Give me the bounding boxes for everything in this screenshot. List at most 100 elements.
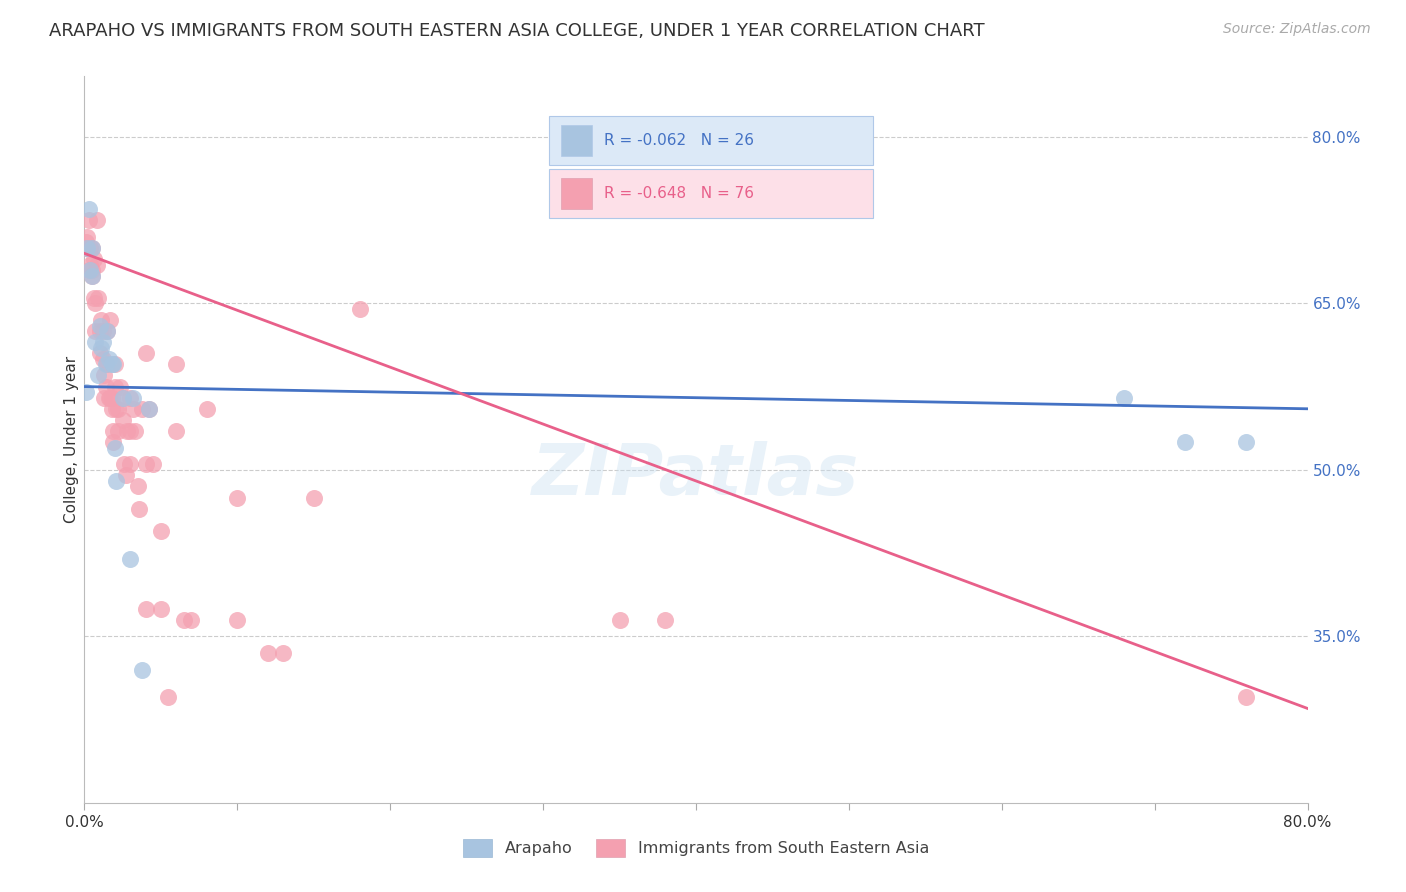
Point — [89, 318, 111, 333]
Point — [84, 335, 107, 350]
Point — [93, 391, 115, 405]
FancyBboxPatch shape — [561, 125, 592, 156]
Point — [111, 391, 134, 405]
Point — [120, 391, 142, 405]
Point — [94, 358, 117, 372]
Point — [87, 368, 110, 383]
Point — [89, 346, 111, 360]
Point — [157, 690, 180, 705]
Point — [97, 391, 120, 405]
Point — [173, 613, 195, 627]
Point — [195, 401, 218, 416]
Point — [83, 291, 105, 305]
Point — [257, 646, 280, 660]
Point — [127, 479, 149, 493]
Point — [87, 291, 110, 305]
Point — [80, 241, 103, 255]
Point — [1236, 690, 1258, 705]
FancyBboxPatch shape — [561, 178, 592, 209]
Point — [75, 235, 97, 250]
Point — [138, 401, 160, 416]
Point — [94, 379, 117, 393]
Text: ARAPAHO VS IMMIGRANTS FROM SOUTH EASTERN ASIA COLLEGE, UNDER 1 YEAR CORRELATION : ARAPAHO VS IMMIGRANTS FROM SOUTH EASTERN… — [49, 22, 984, 40]
Point — [77, 263, 100, 277]
Point — [96, 324, 118, 338]
Point — [91, 335, 114, 350]
Point — [654, 613, 676, 627]
Point — [226, 491, 249, 505]
Point — [80, 268, 103, 283]
Point — [115, 424, 138, 438]
Point — [101, 391, 124, 405]
Point — [84, 296, 107, 310]
Point — [114, 468, 136, 483]
Point — [80, 268, 103, 283]
Point — [97, 351, 120, 366]
Point — [103, 358, 125, 372]
FancyBboxPatch shape — [550, 116, 873, 165]
Point — [111, 391, 134, 405]
Point — [83, 252, 105, 266]
Point — [112, 457, 135, 471]
Point — [93, 368, 115, 383]
Point — [149, 601, 172, 615]
Point — [79, 263, 101, 277]
Point — [76, 241, 98, 255]
Point — [89, 324, 111, 338]
Point — [101, 401, 124, 416]
Text: Source: ZipAtlas.com: Source: ZipAtlas.com — [1223, 22, 1371, 37]
Point — [103, 424, 125, 438]
Point — [79, 258, 101, 272]
Point — [120, 551, 142, 566]
Point — [108, 379, 131, 393]
Point — [86, 213, 108, 227]
Point — [79, 241, 101, 255]
Point — [302, 491, 325, 505]
Point — [103, 435, 125, 450]
Point — [128, 501, 150, 516]
Point — [124, 424, 146, 438]
Point — [77, 213, 100, 227]
Point — [165, 358, 187, 372]
Point — [135, 601, 157, 615]
Point — [86, 258, 108, 272]
Point — [80, 263, 103, 277]
Point — [122, 391, 145, 405]
Y-axis label: College, Under 1 year: College, Under 1 year — [63, 356, 79, 523]
Point — [91, 324, 114, 338]
Point — [135, 457, 157, 471]
Point — [122, 401, 145, 416]
Point — [90, 313, 112, 327]
Text: R = -0.062   N = 26: R = -0.062 N = 26 — [605, 133, 754, 148]
Point — [131, 401, 153, 416]
Point — [120, 424, 142, 438]
Point — [77, 202, 100, 216]
Point — [84, 324, 107, 338]
Point — [271, 646, 294, 660]
Point — [107, 424, 129, 438]
Point — [76, 241, 98, 255]
Point — [96, 358, 118, 372]
Point — [111, 413, 134, 427]
Point — [180, 613, 202, 627]
Point — [75, 241, 97, 255]
Point — [80, 241, 103, 255]
Point — [142, 457, 165, 471]
Point — [90, 341, 112, 355]
Point — [98, 391, 121, 405]
Point — [149, 524, 172, 538]
Point — [165, 424, 187, 438]
Point — [104, 379, 127, 393]
Point — [609, 613, 631, 627]
Point — [107, 401, 129, 416]
Point — [104, 358, 127, 372]
Text: ZIPatlas: ZIPatlas — [533, 442, 859, 510]
Point — [138, 401, 160, 416]
Point — [349, 301, 371, 316]
FancyBboxPatch shape — [550, 169, 873, 219]
Legend: Arapaho, Immigrants from South Eastern Asia: Arapaho, Immigrants from South Eastern A… — [463, 839, 929, 856]
Point — [75, 385, 97, 400]
Point — [91, 351, 114, 366]
Point — [1174, 435, 1197, 450]
Text: R = -0.648   N = 76: R = -0.648 N = 76 — [605, 186, 754, 201]
